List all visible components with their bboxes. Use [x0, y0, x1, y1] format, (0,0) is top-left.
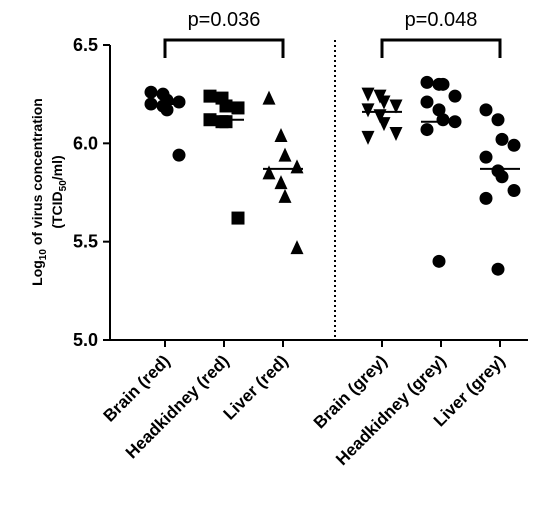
point: [479, 150, 493, 164]
x-tick-label: Headkidney (red): [122, 351, 233, 462]
point: [479, 103, 493, 117]
x-tick-label: Headkidney (grey): [332, 351, 450, 469]
y-tick-label: 5.0: [73, 330, 98, 350]
point: [203, 89, 217, 103]
p-value: p=0.048: [405, 9, 478, 31]
point: [361, 103, 375, 118]
point: [495, 170, 509, 184]
point: [290, 159, 304, 174]
point: [219, 99, 233, 113]
point: [231, 211, 245, 225]
y-label-part: /ml): [49, 155, 65, 180]
point: [278, 188, 292, 203]
point: [389, 127, 403, 141]
significance-bracket: [380, 38, 502, 58]
point: [448, 89, 462, 103]
y-tick-label: 6.0: [73, 133, 98, 153]
point: [436, 77, 450, 91]
y-label-part: of virus concentration: [29, 98, 45, 249]
point: [219, 115, 233, 129]
y-tick-label: 5.5: [73, 232, 98, 252]
y-axis-label-2: (TCID50/ml): [49, 155, 69, 228]
point: [377, 95, 391, 110]
point: [274, 175, 288, 190]
x-tick-label: Liver (red): [220, 351, 292, 423]
point: [262, 165, 276, 180]
point: [432, 254, 446, 268]
point: [290, 240, 304, 255]
point: [262, 90, 276, 105]
point: [432, 103, 446, 117]
y-label-subscript: 10: [38, 249, 49, 261]
point: [172, 148, 186, 162]
point: [231, 101, 245, 115]
point: [491, 113, 505, 127]
point: [420, 95, 434, 109]
y-label-part: Log: [29, 260, 45, 286]
y-tick-label: 6.5: [73, 35, 98, 55]
point: [507, 138, 521, 152]
point: [436, 113, 450, 127]
p-value: p=0.036: [188, 9, 261, 31]
significance-bracket: [163, 38, 285, 58]
point: [420, 123, 434, 137]
point: [389, 99, 403, 114]
point: [172, 95, 186, 109]
point: [361, 87, 375, 102]
point: [160, 103, 174, 117]
y-label-subscript: 50: [58, 180, 69, 192]
point: [144, 85, 158, 99]
point: [495, 132, 509, 146]
point: [361, 130, 375, 145]
point: [377, 117, 391, 132]
point: [479, 191, 493, 205]
y-label-part: (TCID: [49, 191, 65, 228]
y-axis-label: Log10 of virus concentration: [29, 98, 49, 286]
point: [507, 184, 521, 198]
point: [274, 127, 288, 142]
point: [420, 75, 434, 89]
point: [491, 262, 505, 276]
point: [278, 147, 292, 162]
